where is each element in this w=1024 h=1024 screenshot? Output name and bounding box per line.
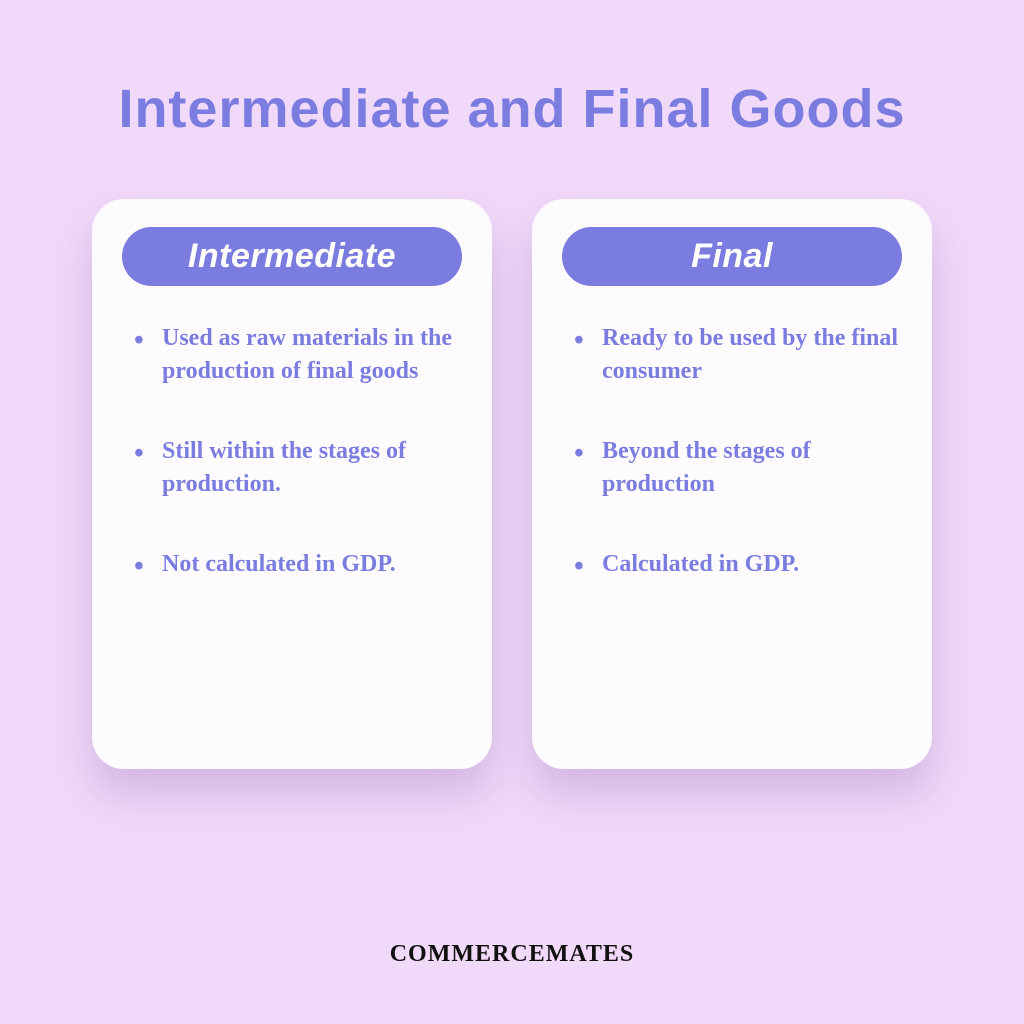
footer-brand: COMMERCEMATES	[0, 941, 1024, 968]
list-item: Ready to be used by the final consumer	[572, 322, 902, 387]
list-item: Calculated in GDP.	[572, 548, 902, 580]
list-item: Beyond the stages of production	[572, 435, 902, 500]
cards-row: Intermediate Used as raw materials in th…	[0, 199, 1024, 769]
card-list-final: Ready to be used by the final consumer B…	[562, 322, 902, 580]
page-title: Intermediate and Final Goods	[0, 0, 1024, 139]
list-item: Used as raw materials in the production …	[132, 322, 462, 387]
card-header-final: Final	[562, 227, 902, 286]
card-header-intermediate: Intermediate	[122, 227, 462, 286]
card-intermediate: Intermediate Used as raw materials in th…	[92, 199, 492, 769]
card-list-intermediate: Used as raw materials in the production …	[122, 322, 462, 580]
list-item: Still within the stages of production.	[132, 435, 462, 500]
card-final: Final Ready to be used by the final cons…	[532, 199, 932, 769]
list-item: Not calculated in GDP.	[132, 548, 462, 580]
